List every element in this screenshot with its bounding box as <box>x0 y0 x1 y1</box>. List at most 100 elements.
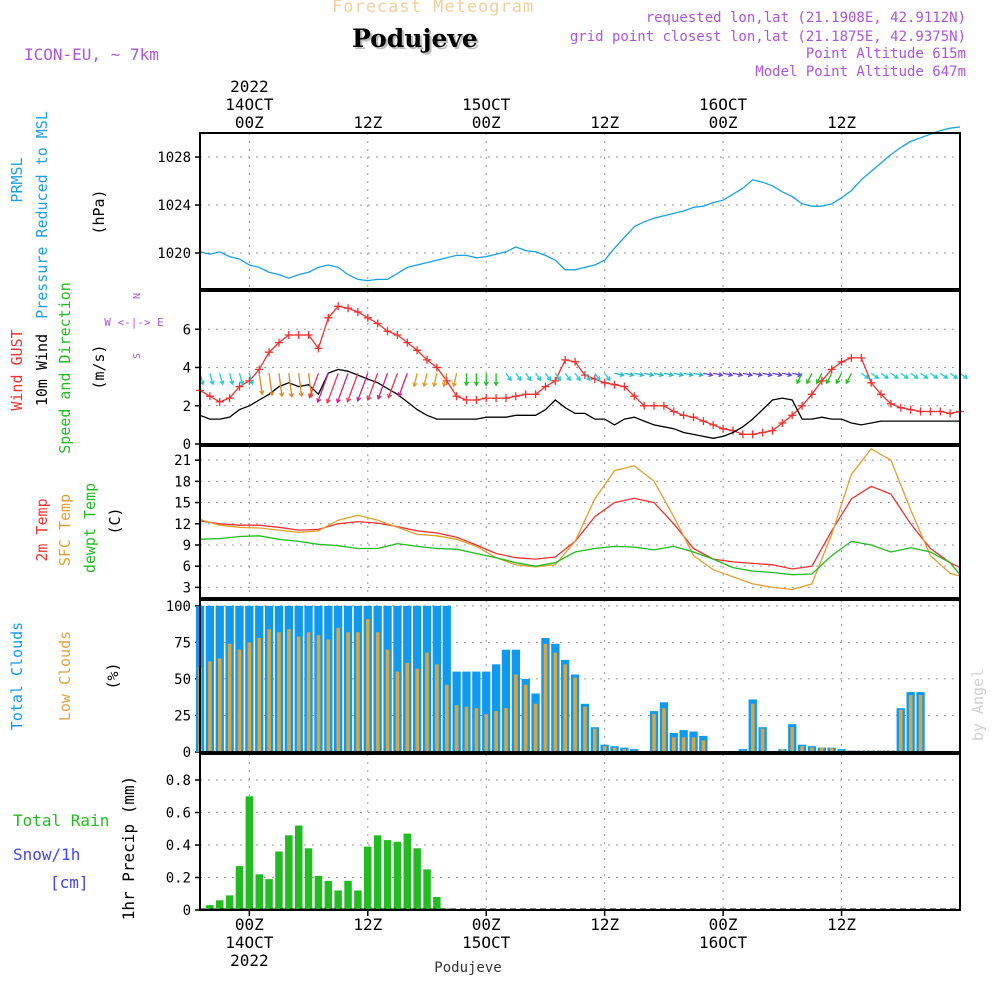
low-clouds-bar <box>820 747 824 752</box>
gust-marker <box>768 426 777 435</box>
wind-direction-arrow <box>238 373 244 385</box>
wind-arrow-head <box>874 374 880 379</box>
gust-marker <box>867 378 876 387</box>
gust-marker <box>265 348 274 357</box>
low-clouds-bar <box>918 695 923 752</box>
rain-bar <box>285 835 293 911</box>
gust-marker <box>363 313 372 322</box>
wind-arrow-head <box>805 379 811 385</box>
y-tick-label: 6 <box>183 322 191 338</box>
y-tick-label: 0.6 <box>166 806 191 822</box>
bottom-hour-label: 12Z <box>353 915 382 934</box>
wind-direction-arrow <box>772 372 782 376</box>
wind-arrow-head <box>463 381 470 387</box>
low-clouds-bar <box>277 632 281 752</box>
compass-rose: N W <-|-> E S <box>104 293 164 359</box>
wind-unit-label: (m/s) <box>90 344 108 389</box>
2m-temp-line <box>199 485 961 570</box>
compass-south: S <box>132 353 143 359</box>
wind-direction-arrow <box>722 372 733 376</box>
total-clouds-bar <box>442 605 451 752</box>
gust-marker <box>353 308 362 316</box>
top-hour-label: 00Z <box>709 113 738 132</box>
wind-arrow-head <box>629 372 635 378</box>
wind-direction-arrow <box>949 372 958 379</box>
low-clouds-bar <box>445 684 449 752</box>
temp-dewpt-label: dewpt Temp <box>81 483 99 573</box>
wind-direction-arrow <box>413 373 418 387</box>
prmsl-label: PRMSL <box>8 157 26 202</box>
total-clouds-bar <box>482 671 491 752</box>
top-title: Forecast Meteogram <box>332 0 535 17</box>
rain-bar <box>255 874 263 911</box>
low-clouds-bar <box>790 727 794 752</box>
wind-arrow-head <box>387 393 393 399</box>
wind-arrow-head <box>209 380 215 386</box>
gust-marker <box>719 424 728 433</box>
low-clouds-bar <box>553 652 558 752</box>
wind-speed-direction-label: Speed and Direction <box>56 282 74 454</box>
gust-marker <box>571 357 580 366</box>
y-tick-label: 0 <box>183 745 191 761</box>
wind-direction-arrow <box>554 372 561 381</box>
wind-direction-arrow <box>423 373 428 387</box>
gust-marker <box>679 411 688 420</box>
wind-direction-arrow <box>505 372 512 381</box>
gust-marker <box>669 407 678 416</box>
wind-direction-arrow <box>209 373 214 385</box>
y-tick-label: 0.8 <box>166 773 191 789</box>
rain-bar <box>413 848 421 911</box>
low-clouds-bar <box>257 638 261 752</box>
wind-arrow-head <box>259 390 265 396</box>
gust-marker <box>926 407 935 416</box>
low-clouds-bar <box>237 649 242 752</box>
wind-direction-arrow <box>806 372 813 384</box>
wind-arrow-head <box>376 394 382 400</box>
rain-bar <box>423 869 431 910</box>
wind-arrow-head <box>325 398 331 404</box>
gust-marker <box>432 363 441 372</box>
y-tick-label: 2 <box>183 399 191 415</box>
gust-marker <box>541 382 550 391</box>
y-tick-label: 25 <box>174 708 191 724</box>
gust-marker <box>423 355 431 364</box>
wind-direction-arrow <box>308 373 320 398</box>
gust-marker <box>383 327 392 336</box>
gust-marker <box>600 378 609 387</box>
wind-arrow-head <box>507 376 512 382</box>
wind-10m-label: 10m Wind <box>33 334 51 406</box>
gust-marker <box>442 376 451 385</box>
gust-marker <box>373 319 382 328</box>
wind-direction-arrow <box>594 372 601 381</box>
y-tick-label: 0.2 <box>166 871 191 887</box>
wind-arrow-head <box>605 376 611 382</box>
wind-arrow-head <box>893 374 899 379</box>
y-tick-label: 15 <box>174 496 191 512</box>
low-clouds-bar <box>612 747 617 752</box>
rain-bar <box>206 905 214 910</box>
low-clouds-bar <box>543 643 548 752</box>
wind-arrow-head <box>397 391 403 398</box>
low-clouds-bar <box>602 746 607 752</box>
low-clouds-bar <box>454 705 459 752</box>
temp-2m-label: 2m Temp <box>33 498 51 561</box>
rain-bar <box>235 866 244 910</box>
wind-direction-arrow <box>870 372 879 379</box>
pressure-unit-label: (hPa) <box>90 189 108 234</box>
gust-marker <box>659 401 668 410</box>
wind-direction-arrow <box>584 372 591 381</box>
gust-marker <box>324 313 333 322</box>
low-clouds-bar <box>899 709 903 752</box>
precip-frame <box>199 753 961 911</box>
gust-marker <box>334 302 343 311</box>
low-clouds-bar <box>306 632 311 752</box>
low-clouds-bar <box>908 695 913 752</box>
bottom-day-label: 16OCT <box>699 933 748 952</box>
wind-arrow-head <box>835 379 841 385</box>
y-tick-label: 1020 <box>157 246 191 262</box>
rain-bar <box>364 846 372 910</box>
low-clouds-bar <box>484 714 489 752</box>
gust-marker <box>788 411 797 420</box>
gust-marker <box>630 392 639 401</box>
